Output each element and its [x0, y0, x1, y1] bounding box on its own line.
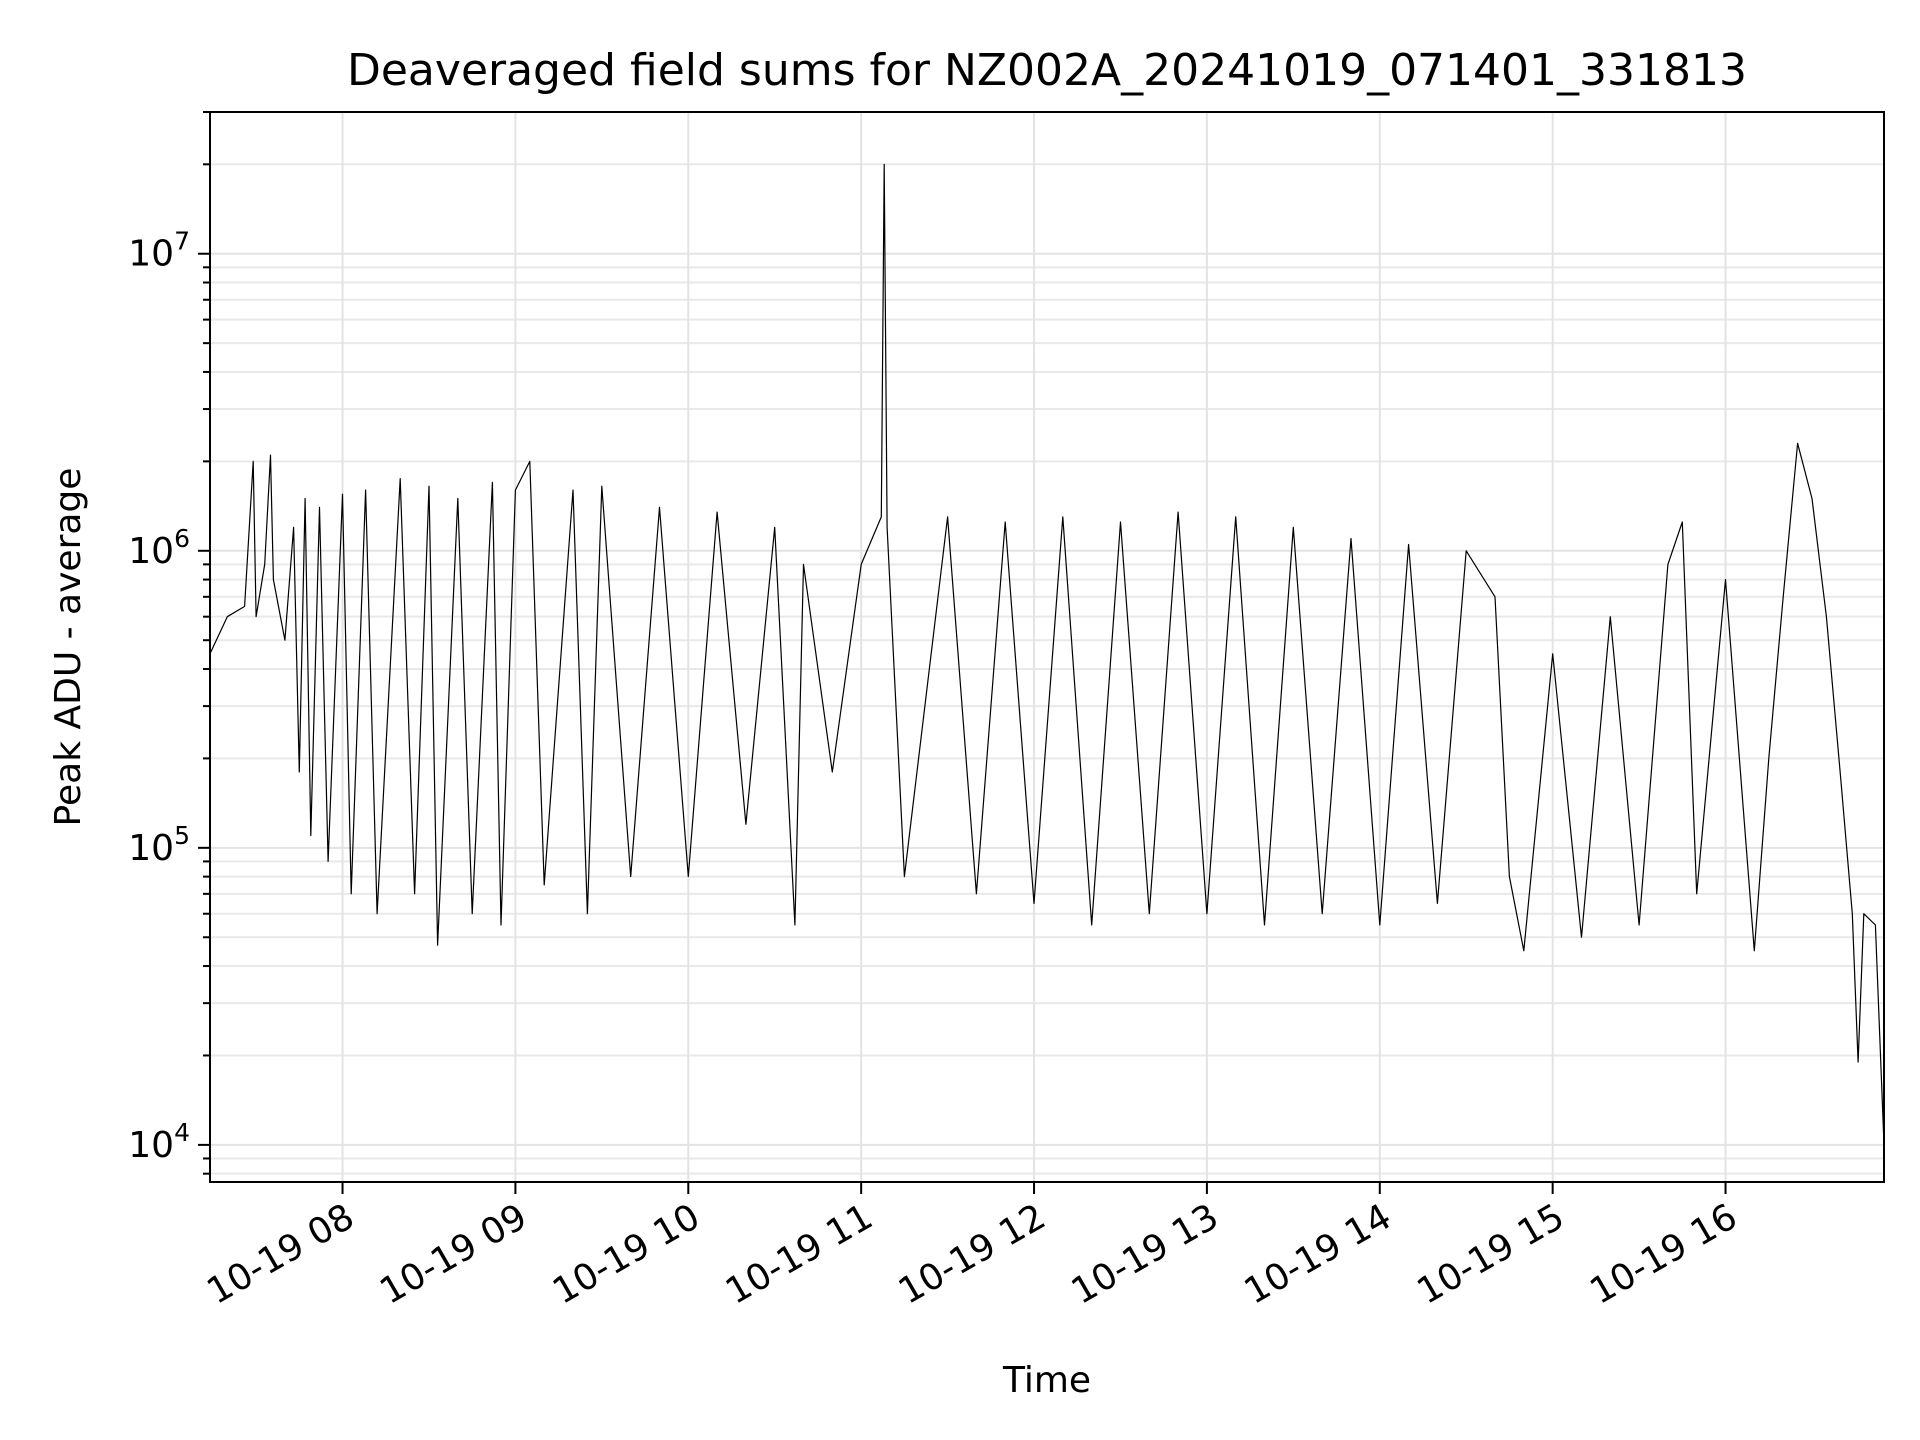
y-tick-label: 105	[128, 821, 190, 869]
x-axis-label: Time	[1002, 1360, 1091, 1401]
y-tick-label: 106	[128, 524, 190, 572]
y-tick-label: 104	[128, 1118, 190, 1166]
y-axis-label: Peak ADU - average	[48, 468, 89, 827]
data-layer	[209, 163, 1885, 1145]
y-tick-label: 107	[128, 227, 190, 275]
plot-frame	[209, 111, 1885, 1183]
y-axis: 104 105 106 107	[128, 111, 210, 1175]
grid	[210, 111, 1884, 1182]
series-line	[209, 163, 1885, 1145]
chart-title: Deaveraged field sums for NZ002A_2024101…	[347, 45, 1747, 96]
